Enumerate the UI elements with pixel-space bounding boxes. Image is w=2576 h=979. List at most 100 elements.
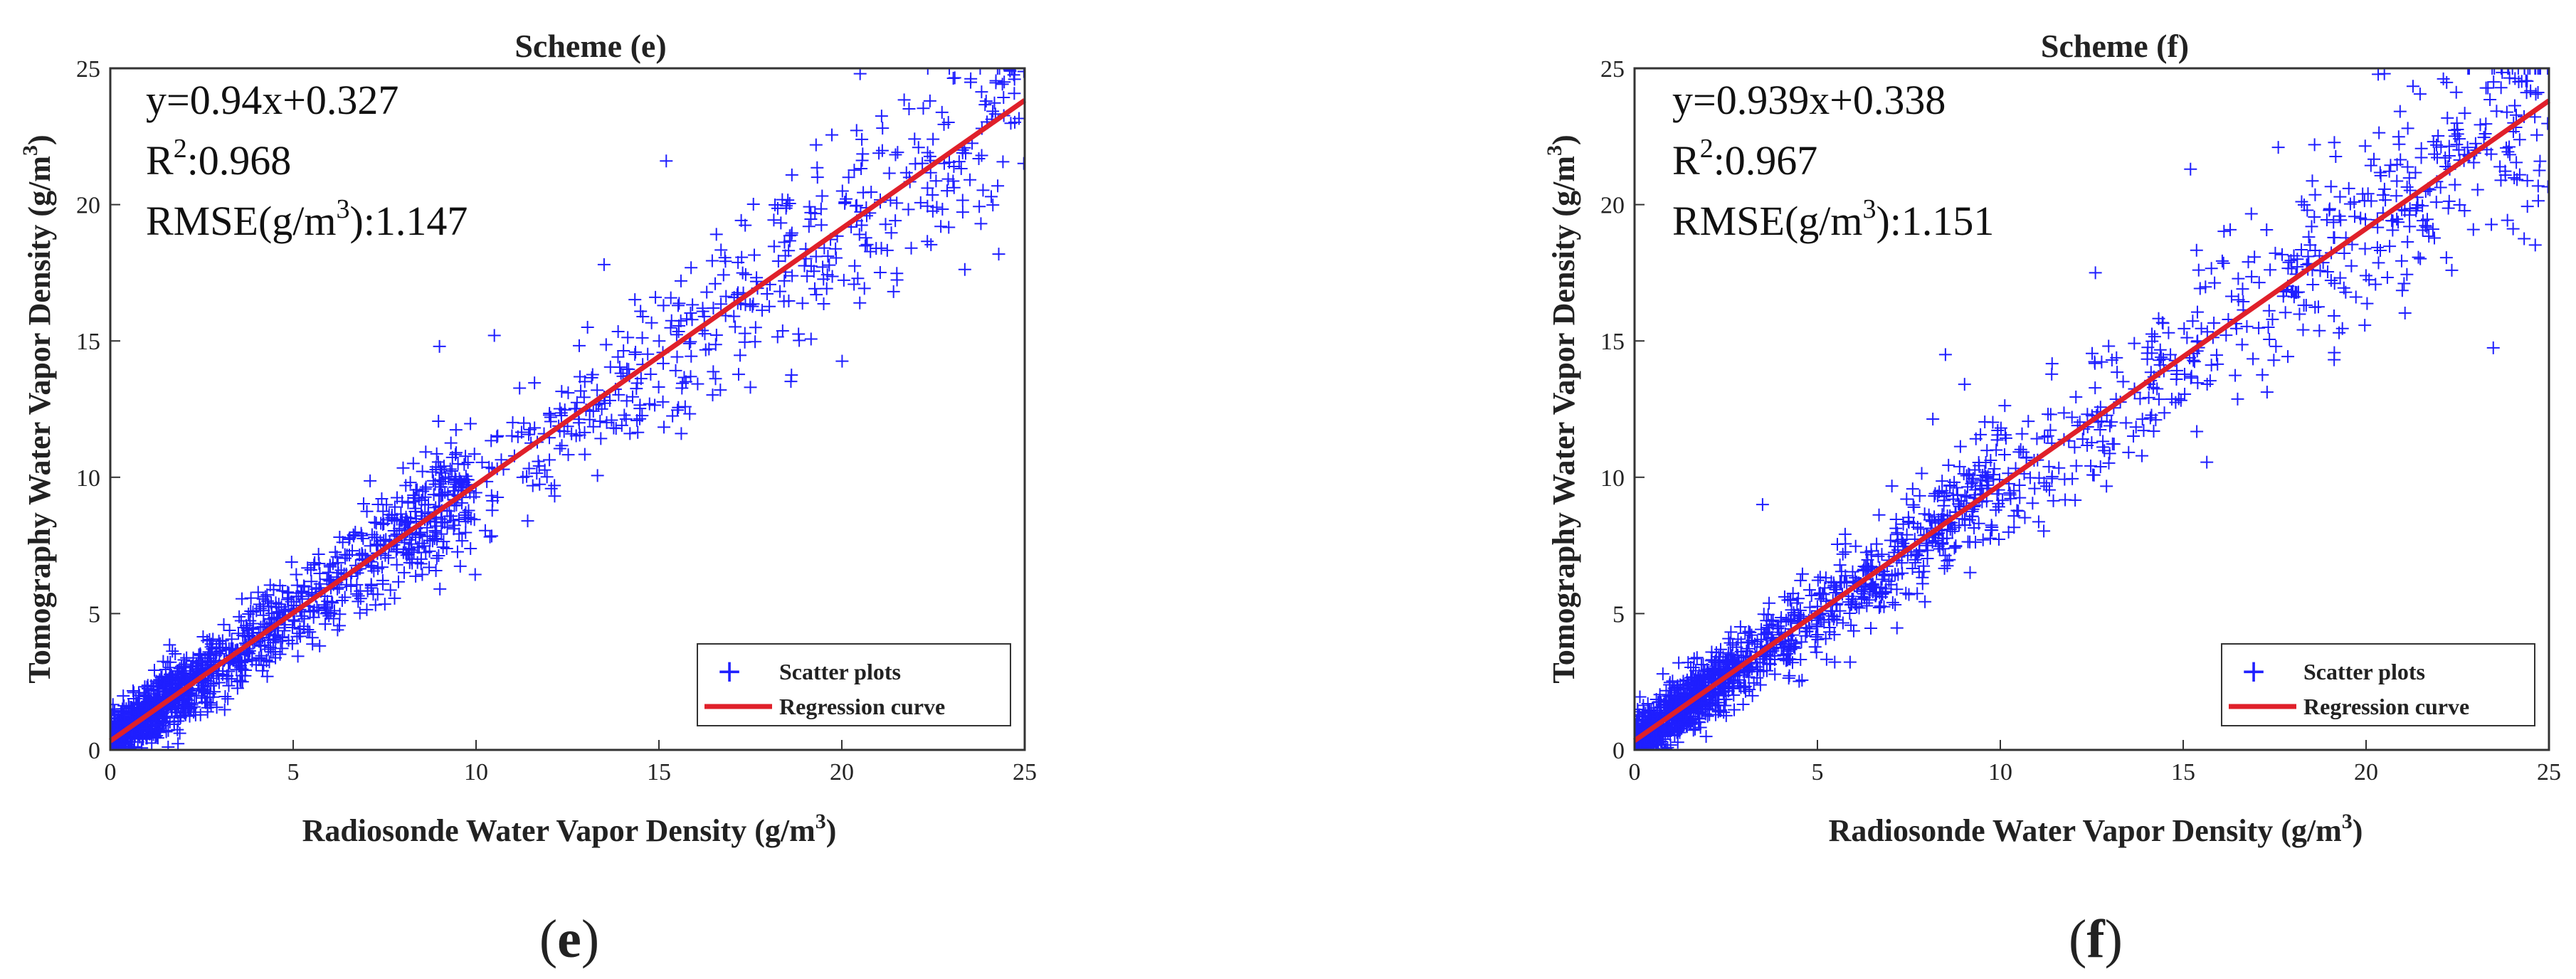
scatter-point bbox=[2105, 354, 2118, 367]
scatter-point bbox=[139, 721, 153, 735]
scatter-point bbox=[1900, 492, 1913, 506]
scatter-point bbox=[1847, 624, 1860, 637]
scatter-point bbox=[162, 672, 176, 685]
scatter-point bbox=[635, 331, 649, 344]
scatter-point bbox=[285, 620, 299, 634]
scatter-point bbox=[2453, 132, 2466, 146]
scatter-point bbox=[2493, 160, 2507, 174]
scatter-point bbox=[2409, 166, 2422, 179]
scatter-point bbox=[162, 741, 175, 750]
scatter-point bbox=[169, 647, 182, 661]
scatter-point bbox=[934, 220, 948, 233]
scatter-point bbox=[1949, 540, 1963, 554]
scatter-point bbox=[2229, 369, 2242, 382]
scatter-point bbox=[1785, 615, 1798, 628]
scatter-point bbox=[2342, 181, 2355, 195]
scatter-point bbox=[630, 413, 644, 427]
scatter-point bbox=[1855, 593, 1869, 606]
scatter-point bbox=[669, 364, 682, 377]
scatter-point bbox=[1842, 596, 1855, 609]
scatter-point bbox=[313, 639, 327, 652]
scatter-point bbox=[555, 439, 569, 453]
scatter-point bbox=[1914, 522, 1928, 536]
scatter-point bbox=[1786, 587, 1800, 600]
scatter-point bbox=[2022, 415, 2035, 428]
scatter-point bbox=[628, 293, 642, 307]
scatter-point bbox=[347, 529, 361, 543]
scatter-point bbox=[739, 268, 752, 281]
equation-annotation: y=0.939x+0.338 bbox=[1672, 77, 1946, 123]
scatter-point bbox=[201, 701, 214, 714]
scatter-point bbox=[1654, 735, 1668, 748]
scatter-point bbox=[1870, 537, 1884, 551]
scatter-point bbox=[630, 382, 643, 396]
scatter-point bbox=[1699, 730, 1713, 743]
scatter-point bbox=[2285, 262, 2298, 275]
scatter-point bbox=[959, 147, 972, 160]
scatter-point bbox=[2262, 304, 2276, 317]
y-tick-label: 5 bbox=[1612, 601, 1625, 628]
scatter-point bbox=[323, 559, 337, 572]
scatter-point bbox=[409, 569, 423, 583]
scatter-point bbox=[2306, 174, 2319, 188]
scatter-point bbox=[1662, 689, 1675, 703]
scatter-point bbox=[237, 620, 250, 634]
scatter-point bbox=[2392, 216, 2405, 229]
scatter-point bbox=[1948, 475, 1961, 489]
scatter-point bbox=[1795, 567, 1809, 581]
scatter-point bbox=[848, 259, 862, 272]
scatter-point bbox=[329, 546, 342, 559]
scatter-point bbox=[1864, 622, 1878, 635]
scatter-point bbox=[2437, 72, 2450, 85]
scatter-point bbox=[2483, 93, 2497, 107]
scatter-point bbox=[603, 360, 617, 374]
scatter-point bbox=[2401, 236, 2414, 249]
scatter-point bbox=[2236, 282, 2249, 296]
y-tick-label: 25 bbox=[76, 56, 100, 83]
scatter-point bbox=[2448, 124, 2461, 137]
scatter-point bbox=[540, 470, 554, 484]
y-tick-label: 10 bbox=[76, 465, 100, 492]
scatter-point bbox=[2068, 440, 2081, 454]
scatter-point bbox=[875, 144, 889, 157]
scatter-point bbox=[2282, 255, 2296, 269]
scatter-point bbox=[1955, 512, 1969, 526]
y-axis-title: Tomography Water Vapor Density (g/m3) bbox=[1543, 134, 1581, 683]
scatter-point bbox=[796, 297, 809, 310]
scatter-point bbox=[1960, 469, 1973, 482]
scatter-point bbox=[2020, 451, 2033, 465]
scatter-point bbox=[2143, 411, 2157, 425]
scatter-point bbox=[1948, 521, 1962, 534]
scatter-point bbox=[2308, 188, 2322, 201]
scatter-point bbox=[744, 381, 757, 394]
scatter-point bbox=[1661, 741, 1674, 750]
legend-label-scatter: Scatter plots bbox=[2303, 659, 2425, 684]
scatter-point bbox=[2231, 392, 2244, 406]
scatter-point bbox=[206, 690, 220, 704]
scatter-point bbox=[1849, 571, 1862, 585]
scatter-point bbox=[1008, 73, 1021, 86]
scatter-point bbox=[2379, 194, 2392, 207]
scatter-point bbox=[1714, 642, 1727, 656]
scatter-point bbox=[375, 492, 389, 505]
scatter-point bbox=[285, 555, 298, 568]
scatter-point bbox=[1819, 632, 1832, 645]
scatter-point bbox=[1706, 699, 1719, 712]
scatter-point bbox=[2406, 80, 2419, 93]
scatter-point bbox=[746, 300, 759, 313]
scatter-point bbox=[1984, 453, 1997, 467]
scatter-point bbox=[2427, 147, 2441, 161]
scatter-point bbox=[682, 337, 696, 350]
scatter-point bbox=[652, 381, 665, 394]
scatter-point bbox=[235, 592, 248, 605]
scatter-point bbox=[141, 679, 154, 692]
scatter-point bbox=[151, 677, 164, 690]
scatter-point bbox=[216, 665, 230, 678]
scatter-point bbox=[852, 228, 866, 241]
scatter-point bbox=[850, 199, 863, 212]
scatter-point bbox=[2490, 105, 2503, 118]
scatter-point bbox=[670, 328, 683, 342]
scatter-point bbox=[433, 339, 446, 353]
scatter-point bbox=[2086, 346, 2099, 360]
scatter-point bbox=[326, 596, 339, 610]
